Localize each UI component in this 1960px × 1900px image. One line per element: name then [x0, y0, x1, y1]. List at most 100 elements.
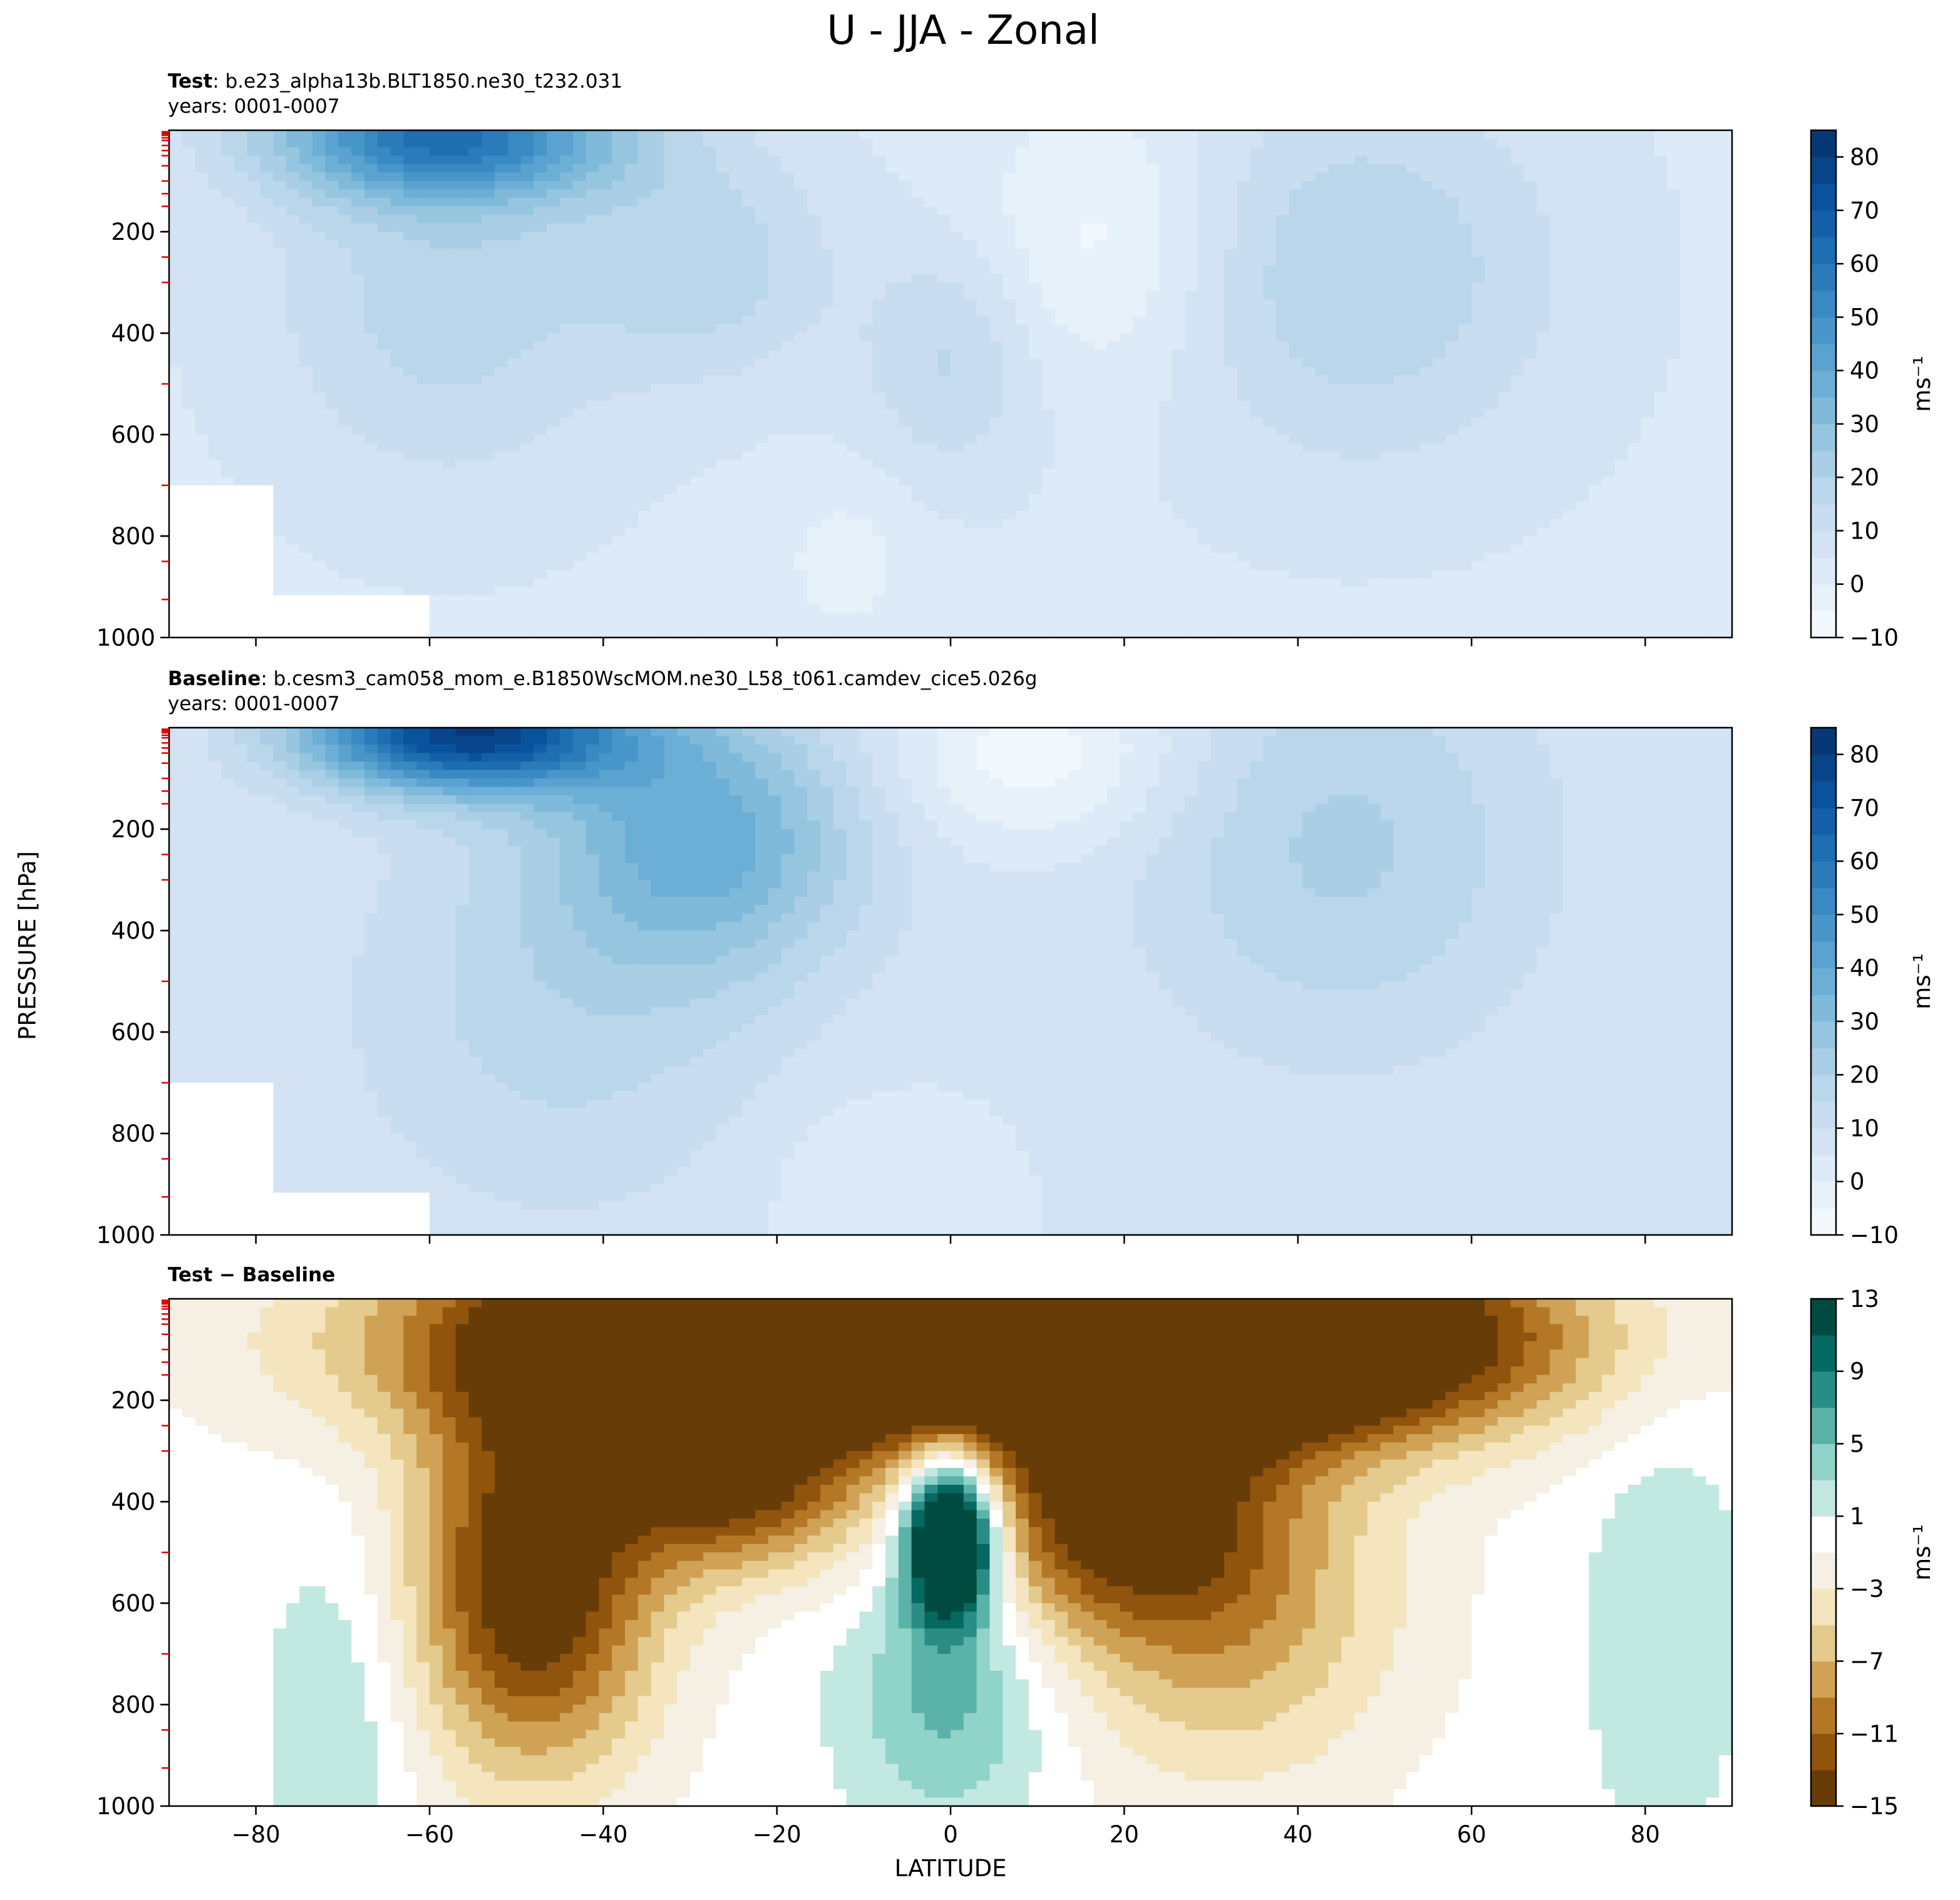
field-cell [534, 156, 547, 165]
field-cell [1472, 426, 1485, 435]
field-cell [1563, 342, 1576, 351]
field-cell [482, 393, 495, 401]
field-cell [234, 215, 247, 224]
field-cell [1328, 393, 1341, 401]
field-cell [169, 190, 182, 199]
field-cell [859, 164, 872, 173]
field-cell [208, 291, 221, 300]
field-cell [612, 147, 625, 156]
field-cell [468, 181, 482, 190]
field-cell [468, 342, 482, 351]
field-cell [703, 207, 716, 215]
field-cell [1003, 410, 1016, 418]
field-cell [742, 224, 755, 232]
field-cell [1667, 401, 1680, 410]
field-cell [833, 240, 847, 249]
field-cell [482, 164, 495, 173]
field-cell [1589, 291, 1602, 300]
field-cell [1524, 139, 1537, 148]
field-cell [1198, 156, 1211, 165]
field-cell [924, 156, 937, 165]
field-cell [1055, 215, 1068, 224]
field-cell [378, 376, 391, 385]
field-cell [482, 249, 495, 257]
field-cell [964, 376, 977, 385]
field-cell [443, 316, 456, 325]
field-cell [430, 249, 443, 257]
field-cell [768, 282, 781, 291]
field-cell [273, 426, 286, 435]
field-cell [1602, 350, 1615, 359]
field-cell [312, 156, 326, 165]
field-cell [351, 359, 364, 368]
field-cell [1524, 426, 1537, 435]
field-cell [1042, 325, 1055, 334]
field-cell [1576, 198, 1589, 207]
field-cell [1172, 350, 1185, 359]
field-cell [1641, 266, 1654, 274]
field-cell [1563, 164, 1576, 173]
field-cell [286, 139, 299, 148]
field-cell [443, 418, 456, 426]
field-cell [1198, 393, 1211, 401]
field-cell [1458, 350, 1472, 359]
field-cell [859, 367, 872, 376]
field-cell [977, 232, 990, 240]
field-cell [430, 139, 443, 148]
field-cell [1055, 426, 1068, 435]
field-cell [391, 401, 404, 410]
field-cell [1094, 173, 1107, 182]
field-cell [729, 333, 742, 342]
field-cell [1016, 282, 1029, 291]
field-cell [885, 181, 899, 190]
field-cell [599, 333, 612, 342]
field-cell [1667, 282, 1680, 291]
field-cell [1120, 291, 1133, 300]
field-cell [169, 266, 182, 274]
field-cell [273, 274, 286, 283]
field-cell [703, 359, 716, 368]
field-cell [937, 359, 951, 368]
field-cell [612, 181, 625, 190]
field-cell [247, 401, 260, 410]
field-cell [1224, 291, 1237, 300]
field-cell [182, 435, 195, 443]
field-cell [899, 266, 912, 274]
field-cell [885, 418, 899, 426]
field-cell [912, 367, 925, 376]
field-cell [833, 224, 847, 232]
field-cell [664, 291, 677, 300]
field-cell [430, 257, 443, 266]
field-cell [1315, 190, 1328, 199]
field-cell [1602, 308, 1615, 317]
field-cell [755, 359, 768, 368]
field-cell [690, 401, 703, 410]
field-cell [1524, 198, 1537, 207]
field-cell [1146, 156, 1159, 165]
field-cell [742, 181, 755, 190]
field-cell [286, 282, 299, 291]
field-cell [1159, 190, 1172, 199]
field-cell [781, 299, 795, 308]
field-cell [1263, 240, 1276, 249]
field-cell [1172, 249, 1185, 257]
field-cell [755, 207, 768, 215]
field-cell [182, 224, 195, 232]
field-cell [1445, 173, 1458, 182]
field-cell [1068, 274, 1081, 283]
field-cell [195, 325, 209, 334]
field-cell [1133, 410, 1146, 418]
field-cell [1120, 410, 1133, 418]
field-cell [677, 376, 690, 385]
field-cell [338, 418, 351, 426]
field-cell [677, 410, 690, 418]
field-cell [1055, 257, 1068, 266]
field-cell [1420, 367, 1433, 376]
field-cell [1615, 282, 1628, 291]
field-cell [820, 418, 833, 426]
field-cell [1524, 291, 1537, 300]
field-cell [351, 410, 364, 418]
field-cell [560, 156, 573, 165]
field-cell [768, 316, 781, 325]
field-cell [1472, 384, 1485, 393]
